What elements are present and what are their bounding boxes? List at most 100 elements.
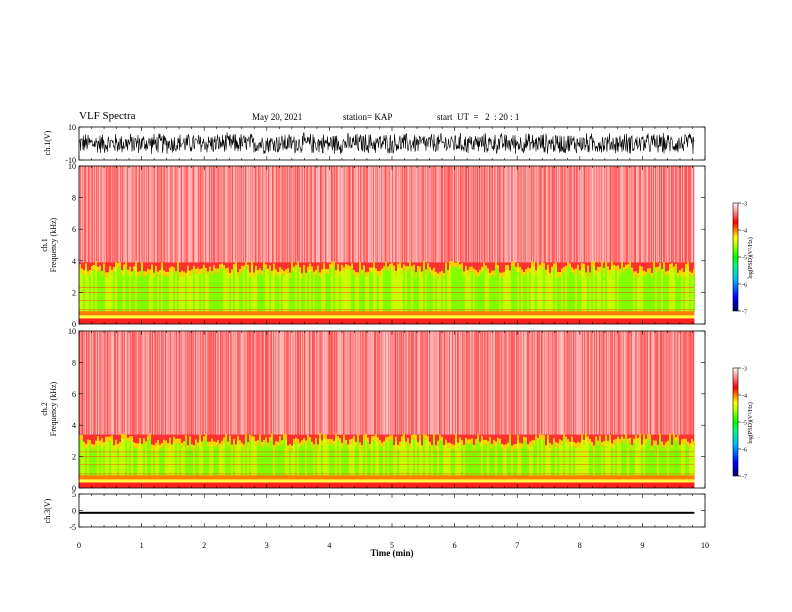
- ch2-spectrogram-band: [157, 444, 159, 476]
- ch2-spectrogram-band: [135, 447, 137, 476]
- ch1-spectrogram-band: [255, 270, 257, 312]
- ch2-spectrogram-band: [215, 446, 217, 476]
- ch1-spectrogram-band-edge: [357, 272, 359, 278]
- ch1-spectrogram-band-edge: [235, 261, 237, 267]
- ch2-spectrogram-column: [371, 331, 372, 435]
- ch1-spectrogram-band-edge: [95, 261, 97, 266]
- ch2-spectrogram-column: [141, 331, 142, 435]
- ch1-spectrogram-band: [469, 271, 471, 312]
- ch2-spectrogram-column: [231, 331, 232, 435]
- ch1-spectrogram-column: [527, 166, 528, 263]
- ch1-spectrogram-column: [183, 166, 184, 263]
- ch2-spectrogram-column: [674, 331, 675, 435]
- ch1-spectrogram-band-edge: [419, 266, 421, 272]
- ch2-spectrogram-band-edge: [627, 438, 629, 444]
- ch1-spectrogram-column: [676, 166, 677, 263]
- ch2-spectrogram-column: [339, 331, 340, 435]
- ch1-spectrogram-column: [255, 166, 256, 263]
- ch1-spectrogram-column: [605, 166, 606, 263]
- ch1-spectrogram-column: [498, 166, 499, 263]
- ch1-spectrogram-band-edge: [387, 266, 389, 272]
- ch1-spectrogram-band: [233, 268, 235, 312]
- ch2-spectrogram-band: [339, 442, 341, 476]
- ch1-spectrogram-column: [499, 166, 500, 263]
- ch1-spectrogram-column: [552, 166, 553, 263]
- ch1-spectrogram-band: [141, 266, 143, 312]
- ch2-spectrogram-column: [630, 331, 631, 435]
- ch1-spectrogram-band-edge: [179, 272, 181, 277]
- ch2-spectrogram-column: [107, 331, 108, 435]
- ch1-spectrogram-band-edge: [565, 265, 567, 271]
- ch1-spectrogram-column: [531, 166, 532, 263]
- ch2-spectrogram-column: [586, 331, 587, 435]
- ch2-spectrogram-band: [505, 448, 507, 476]
- ch2-spectrogram-column: [105, 331, 106, 435]
- ch1-spectrogram-band: [461, 267, 463, 312]
- ch2-spectrogram-column: [685, 331, 686, 435]
- ch1-spectrogram-column: [192, 166, 193, 263]
- ch1-spectrogram-column: [109, 166, 110, 263]
- ch1-spectrogram-column: [461, 166, 462, 263]
- ch2-spectrogram-band: [427, 440, 429, 476]
- ch1-spectrogram-band-edge: [457, 261, 459, 266]
- ch2-spectrogram-band: [103, 446, 105, 476]
- ch1-spectrogram-band-edge: [487, 268, 489, 274]
- ch1-spectrogram-column: [225, 166, 226, 263]
- ch1-spectrogram-band: [523, 276, 525, 312]
- ch1-spectrogram-band: [471, 271, 473, 312]
- ch2-spectrogram-band: [483, 444, 485, 476]
- ch2-spectrogram-band: [301, 445, 303, 476]
- ch1-spectrogram-band: [169, 272, 171, 312]
- ch2-spectrogram-column: [438, 331, 439, 435]
- ch1-spectrogram-band-edge: [667, 270, 669, 276]
- colorbar-tick-label: -6: [742, 283, 747, 289]
- ch1-spectrogram-band: [307, 271, 309, 312]
- ch2-spectrogram-band: [207, 446, 209, 476]
- ch2-spectrogram-column: [373, 331, 374, 435]
- ch1-spectrogram-band: [275, 274, 277, 312]
- ch1-spectrogram-band-edge: [557, 271, 559, 277]
- ch1-spectrogram-column: [650, 166, 651, 263]
- ch2-spectrogram-column: [590, 331, 591, 435]
- ch1-spectrogram-band-edge: [229, 273, 231, 278]
- ch1-spectrogram-column: [232, 166, 233, 263]
- ch2-spectrogram-band-edge: [279, 435, 281, 441]
- ch2-spectrogram-band-edge: [543, 435, 545, 441]
- ch2-spectrogram-column: [284, 331, 285, 435]
- ch1-spectrogram-column: [511, 166, 512, 263]
- ch2-spectrogram-column: [308, 331, 309, 435]
- ch1-spectrogram-column: [93, 166, 94, 263]
- ch1-spectrogram-column: [87, 166, 88, 263]
- ch1-spectrogram-band: [135, 265, 137, 312]
- ch2-spectrogram-column: [612, 331, 613, 435]
- ch1-spectrogram-column: [282, 166, 283, 263]
- ch1-spectrogram-band: [437, 278, 439, 312]
- ch2-spectrogram-column: [121, 331, 122, 435]
- ch2-spectrogram-column: [259, 331, 260, 435]
- ch2-spectrogram-band: [479, 446, 481, 476]
- ch1-spectrogram-column: [638, 166, 639, 263]
- ch1-spectrogram-band-edge: [197, 267, 199, 273]
- ch1-spectrogram-column: [210, 166, 211, 263]
- ch1-spectrogram-band: [243, 270, 245, 312]
- ch1-spectrogram-column: [314, 166, 315, 263]
- ch1-spectrogram-band: [315, 274, 317, 312]
- ch1-spectrogram-band: [191, 274, 193, 312]
- ch2-spectrogram-column: [131, 331, 132, 435]
- ch2-spectrogram-column: [530, 331, 531, 435]
- ch1-spectrogram-band: [491, 275, 493, 312]
- ch1-spectrogram-band-edge: [267, 268, 269, 274]
- ch2-spectrogram-band-edge: [343, 434, 345, 440]
- time-axis: 0 1 2 3 4 5 6 7 8 9 10: [77, 541, 709, 550]
- ch1-spectrogram-band: [479, 274, 481, 312]
- ch1-spectrogram-band: [387, 271, 389, 312]
- ch1-spectrogram-band-edge: [249, 272, 251, 278]
- ch2-spectrogram-column: [235, 331, 236, 435]
- ch1-spectrogram-band: [665, 276, 667, 312]
- ch2-spectrogram-column: [482, 331, 483, 435]
- ch2-spectrogram-column: [600, 331, 601, 435]
- ch1-spectrogram-column: [136, 166, 137, 263]
- ch1-spectrogram-column: [338, 166, 339, 263]
- ch2-spectrogram-band: [219, 448, 221, 476]
- ch2-spectrogram-band: [651, 450, 653, 476]
